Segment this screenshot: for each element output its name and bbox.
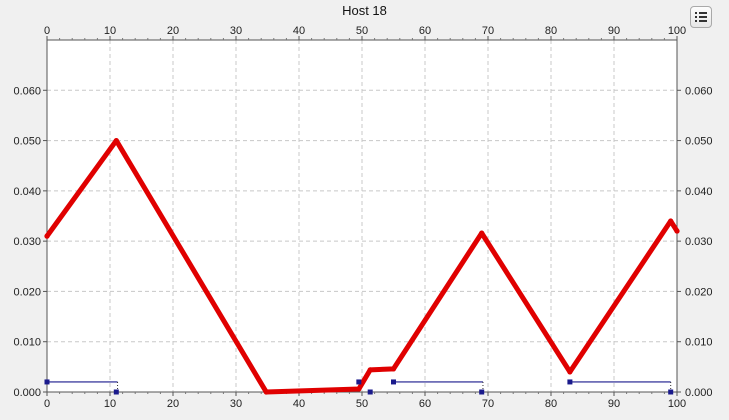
event-marker [356,379,362,385]
series-point [367,367,373,373]
y-tick-label-right: 0.060 [685,85,713,97]
series-point [113,137,119,144]
event-marker [567,379,573,385]
y-tick-label-left: 0.040 [13,186,41,198]
x-tick-label-bottom: 100 [668,398,686,410]
y-tick-label-left: 0.050 [13,136,41,148]
x-tick-label-bottom: 40 [293,398,305,410]
chart-title: Host 18 [342,3,387,18]
event-marker [113,389,119,395]
x-tick-label-bottom: 20 [167,398,179,410]
event-marker [367,389,373,395]
y-tick-label-right: 0.010 [685,337,713,349]
event-marker [391,379,396,385]
x-tick-label-top: 60 [419,25,431,37]
x-tick-label-bottom: 80 [545,398,557,410]
y-tick-label-right: 0.050 [685,136,713,148]
series-point [668,218,674,224]
x-tick-label-bottom: 90 [608,398,620,410]
x-tick-label-bottom: 50 [356,398,368,410]
series-point [390,366,397,372]
y-tick-label-right: 0.020 [685,286,713,298]
series-point [567,369,573,375]
event-marker [668,389,674,395]
event-marker [44,379,50,385]
x-tick-label-top: 10 [104,25,116,37]
x-tick-label-top: 80 [545,25,557,37]
legend-button[interactable] [690,6,712,28]
y-tick-label-right: 0.040 [685,186,713,198]
x-tick-label-top: 0 [44,25,50,37]
y-tick-label-right: 0.030 [685,236,713,248]
legend-list-icon [695,12,707,22]
y-tick-label-left: 0.060 [13,85,41,97]
x-tick-label-top: 40 [293,25,305,37]
x-tick-label-bottom: 60 [419,398,431,410]
x-tick-label-bottom: 30 [230,398,242,410]
x-tick-label-top: 90 [608,25,620,37]
x-tick-label-top: 50 [356,25,368,37]
series-point [479,230,485,236]
series-line [44,138,680,395]
x-tick-label-top: 70 [482,25,494,37]
x-tick-label-top: 20 [167,25,179,37]
x-tick-label-bottom: 10 [104,398,116,410]
y-tick-label-left: 0.030 [13,236,41,248]
series-gap-line [266,388,359,393]
y-tick-label-left: 0.020 [13,286,41,298]
x-tick-label-top: 30 [230,25,242,37]
series-point [674,228,680,234]
y-tick-label-left: 0.010 [13,337,41,349]
event-marker [479,389,485,395]
x-tick-label-top: 100 [668,25,686,37]
x-tick-label-bottom: 70 [482,398,494,410]
y-tick-label-left: 0.000 [13,387,41,399]
series-point [44,233,50,239]
x-tick-label-bottom: 0 [44,398,50,410]
y-tick-label-right: 0.000 [685,387,713,399]
